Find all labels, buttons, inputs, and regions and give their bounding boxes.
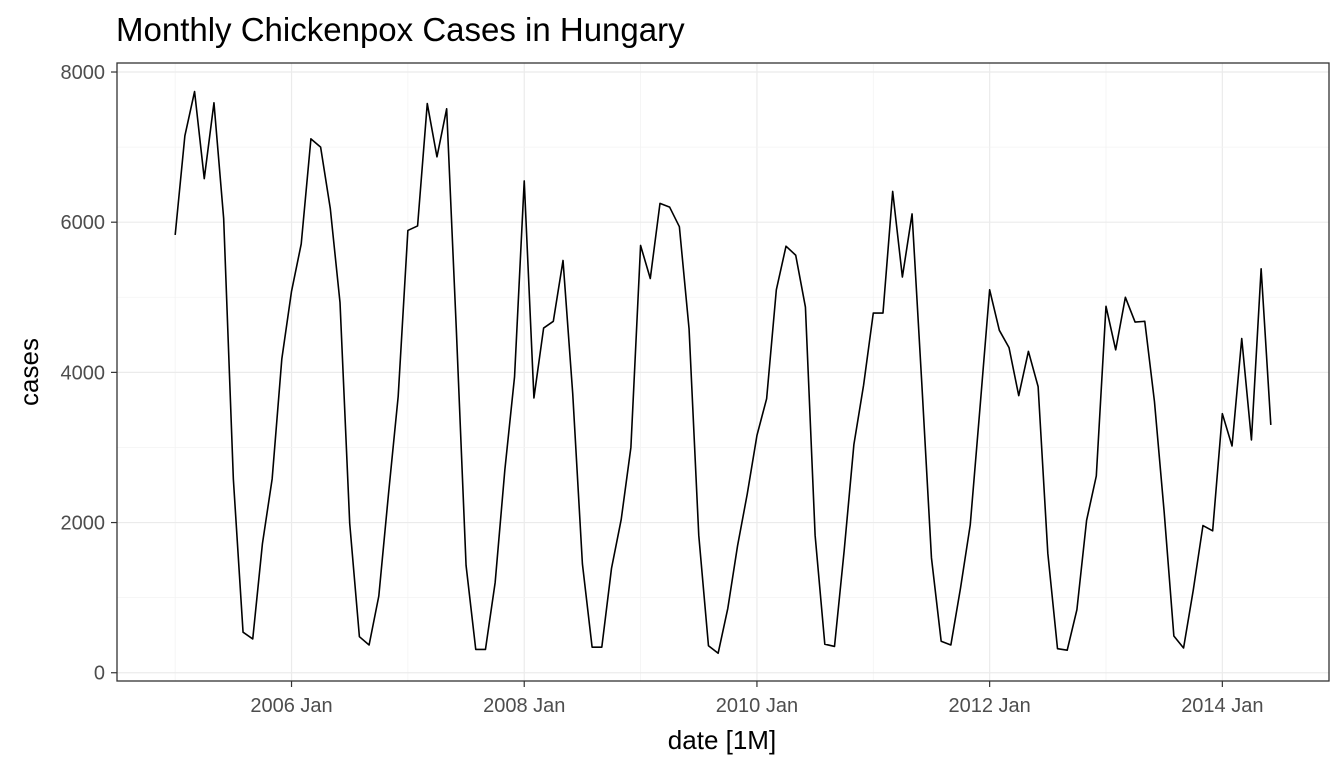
- y-tick-label: 0: [94, 663, 105, 685]
- x-axis: 2006 Jan 2008 Jan 2010 Jan 2012 Jan 2014 Jan: [250, 681, 1263, 717]
- x-tick-label: 2010 Jan: [716, 695, 798, 717]
- x-tick-label: 2014 Jan: [1181, 695, 1263, 717]
- series-line-0: [174, 90, 1272, 655]
- y-axis: 0 2000 4000 6000 8000: [61, 62, 117, 685]
- x-axis-title: date [1M]: [668, 725, 776, 755]
- y-tick-label: 4000: [61, 362, 106, 384]
- plot-area: [174, 90, 1272, 655]
- y-axis-title: cases: [14, 338, 44, 406]
- grid: [117, 63, 1329, 681]
- y-tick-label: 8000: [61, 62, 106, 84]
- y-tick-label: 6000: [61, 212, 106, 234]
- x-tick-label: 2008 Jan: [483, 695, 565, 717]
- x-tick-label: 2012 Jan: [948, 695, 1030, 717]
- chart-title: Monthly Chickenpox Cases in Hungary: [116, 11, 685, 48]
- y-tick-label: 2000: [61, 513, 106, 535]
- x-tick-label: 2006 Jan: [250, 695, 332, 717]
